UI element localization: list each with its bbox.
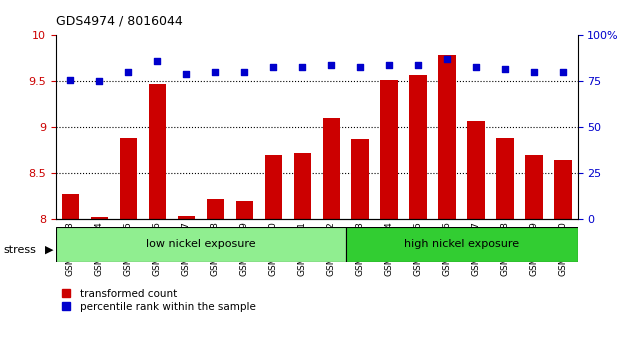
Text: ▶: ▶	[45, 245, 53, 255]
Point	[239, 69, 249, 75]
Bar	[61, 194, 79, 219]
Point	[297, 64, 307, 69]
Bar	[438, 55, 456, 219]
Point	[355, 64, 365, 69]
Bar	[468, 121, 485, 219]
Text: low nickel exposure: low nickel exposure	[146, 239, 256, 249]
Point	[94, 79, 104, 84]
Point	[268, 64, 278, 69]
Bar	[409, 75, 427, 219]
Point	[471, 64, 481, 69]
Bar	[381, 80, 398, 219]
Bar	[178, 216, 195, 219]
Point	[181, 71, 191, 77]
FancyBboxPatch shape	[56, 227, 346, 262]
Point	[442, 57, 452, 62]
Point	[211, 69, 220, 75]
Bar	[91, 217, 108, 219]
Text: high nickel exposure: high nickel exposure	[404, 239, 519, 249]
Point	[152, 58, 162, 64]
Point	[124, 69, 134, 75]
Legend: transformed count, percentile rank within the sample: transformed count, percentile rank withi…	[61, 289, 256, 312]
Bar	[294, 153, 311, 219]
Point	[65, 77, 75, 82]
Point	[413, 62, 423, 68]
Point	[558, 69, 568, 75]
Point	[326, 62, 336, 68]
Bar	[235, 201, 253, 219]
Bar	[555, 160, 572, 219]
Bar	[207, 199, 224, 219]
Text: GDS4974 / 8016044: GDS4974 / 8016044	[56, 14, 183, 27]
Bar	[148, 84, 166, 219]
Bar	[265, 155, 282, 219]
Bar	[525, 155, 543, 219]
Bar	[496, 138, 514, 219]
Bar	[322, 118, 340, 219]
Point	[384, 62, 394, 68]
Point	[500, 66, 510, 72]
FancyBboxPatch shape	[346, 227, 578, 262]
Bar	[120, 138, 137, 219]
Text: stress: stress	[3, 245, 36, 255]
Point	[529, 69, 539, 75]
Bar	[351, 139, 369, 219]
